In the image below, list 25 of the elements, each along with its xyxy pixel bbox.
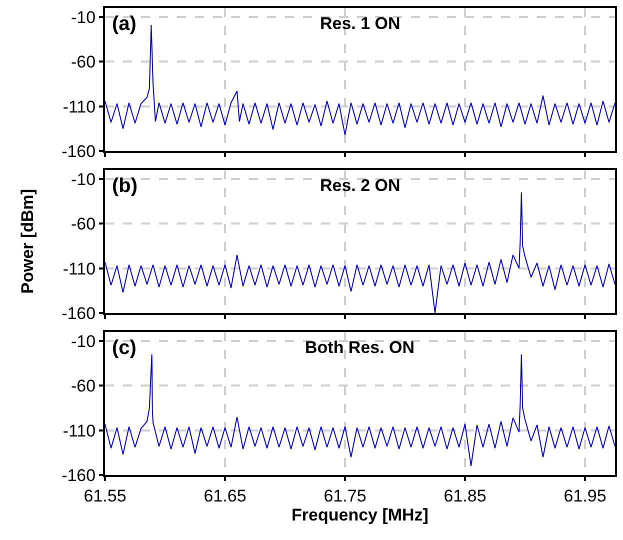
y-tick-label: -160 (62, 466, 96, 485)
y-axis-title: Power [dBm] (18, 188, 37, 294)
x-tick-label: 61.95 (564, 486, 606, 506)
x-tick-label: 61.85 (444, 486, 486, 506)
y-tick-label: -160 (62, 304, 96, 323)
y-tick-label: -110 (62, 259, 96, 278)
x-tick-label: 61.75 (324, 486, 366, 506)
y-tick-label: -10 (71, 170, 96, 189)
annotation: Res. 1 ON (320, 14, 400, 33)
y-tick-label: -60 (71, 376, 96, 396)
y-tick-label: -60 (71, 52, 96, 72)
y-tick-label: -10 (71, 332, 96, 351)
x-axis-title: Frequency [MHz] (292, 505, 428, 524)
y-tick-label: -110 (62, 97, 96, 116)
y-tick-label: -60 (71, 214, 96, 234)
annotation: (b) (112, 175, 138, 197)
x-tick-label: 61.65 (204, 486, 246, 506)
annotation: Both Res. ON (305, 338, 415, 357)
y-tick-label: -110 (62, 421, 96, 440)
y-tick-label: -160 (62, 142, 96, 161)
annotation: (a) (112, 13, 136, 35)
x-tick-label: 61.55 (84, 486, 126, 506)
annotation: (c) (112, 337, 136, 359)
annotation: Res. 2 ON (320, 176, 400, 195)
y-tick-label: -10 (71, 8, 96, 27)
